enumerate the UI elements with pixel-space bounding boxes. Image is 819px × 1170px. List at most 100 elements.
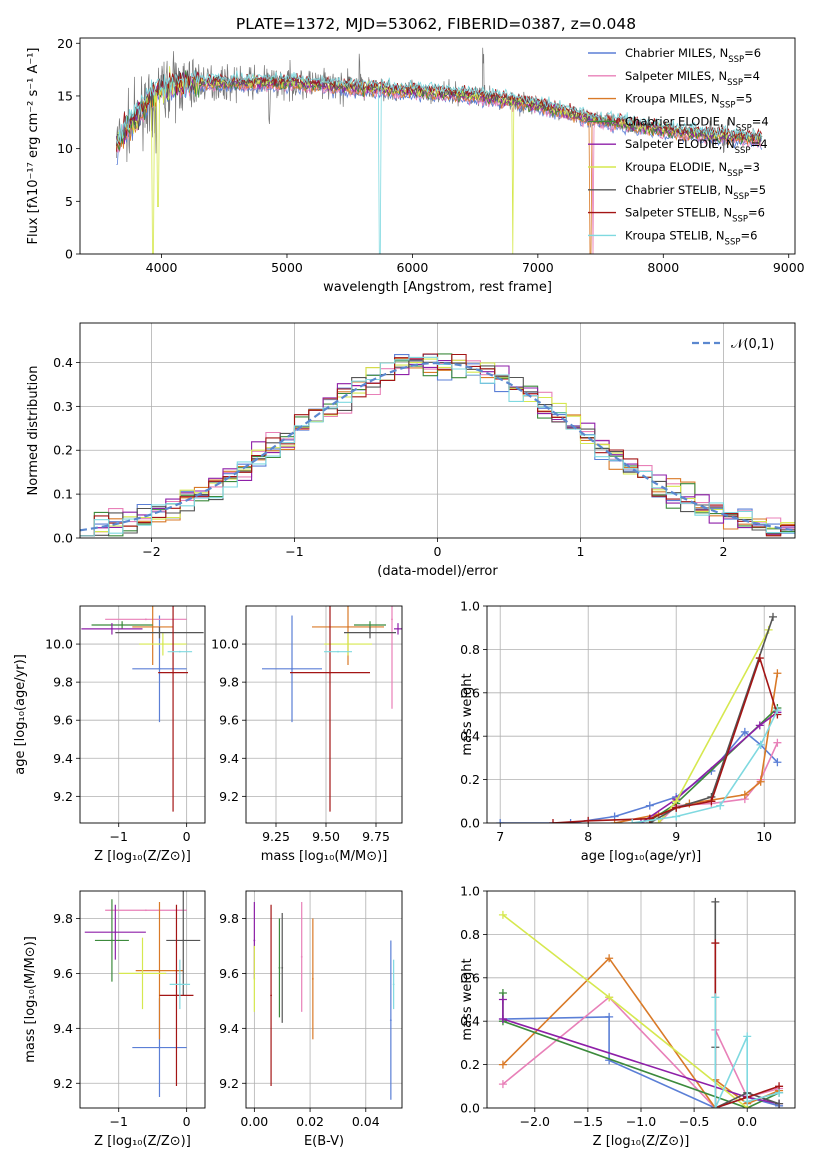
y-tick-label: 0.0	[53, 531, 73, 546]
x-tick-label: 9.50	[312, 829, 340, 844]
y-tick-label: 1.0	[460, 884, 480, 899]
data-marker	[654, 819, 663, 823]
data-marker	[775, 1099, 784, 1108]
y-tick-label: 0.1	[53, 487, 73, 502]
x-tick-label: 8000	[647, 260, 679, 275]
data-point	[178, 983, 181, 986]
x-tick-label: 2	[720, 544, 728, 559]
x-tick-label: 0.0	[737, 1114, 757, 1129]
data-marker	[498, 1080, 507, 1089]
x-tick-label: −1.0	[626, 1114, 656, 1129]
y-tick-label: 9.8	[219, 675, 239, 690]
y-tick-label: 9.4	[219, 751, 239, 766]
y-axis-label: mass weight	[460, 673, 475, 755]
data-marker	[740, 790, 749, 799]
y-tick-label: 0.2	[460, 1057, 480, 1072]
histogram-frame	[79, 322, 796, 539]
mass-weight-vs-z-frame	[486, 890, 796, 1109]
data-marker	[711, 993, 720, 1002]
model-spectrum-line	[116, 70, 762, 254]
data-point	[144, 618, 147, 621]
y-tick-label: 0.0	[460, 816, 480, 831]
y-tick-label: 0.8	[460, 927, 480, 942]
data-marker	[605, 1012, 614, 1021]
x-tick-label: −1.5	[573, 1114, 603, 1129]
y-tick-label: 0.4	[53, 355, 73, 370]
data-marker	[584, 816, 593, 823]
data-point	[253, 939, 256, 942]
data-marker	[773, 669, 782, 678]
data-marker	[628, 819, 637, 823]
data-point	[392, 983, 395, 986]
data-marker	[755, 721, 764, 730]
x-tick-label: 4000	[146, 260, 178, 275]
data-marker	[716, 801, 725, 810]
mass-weight-vs-age-plot-area	[487, 606, 795, 823]
data-marker	[756, 777, 765, 786]
mass-vs-z-frame	[79, 890, 206, 1109]
data-point	[300, 956, 303, 958]
data-point	[158, 969, 161, 972]
data-point	[111, 627, 113, 630]
mass-vs-z-plot-area	[80, 891, 205, 1108]
data-point	[291, 667, 293, 670]
data-point	[158, 631, 161, 634]
x-tick-label: 9.75	[362, 829, 390, 844]
figure-title: PLATE=1372, MJD=53062, FIBERID=0387, z=0…	[236, 15, 636, 33]
y-tick-label: 9.2	[219, 789, 239, 804]
data-marker	[498, 1060, 507, 1069]
x-tick-label: −1	[110, 1114, 128, 1129]
series-line	[502, 999, 780, 1105]
data-point	[311, 977, 314, 980]
normal-reference-curve	[80, 361, 795, 532]
x-tick-label: 9	[672, 829, 680, 844]
data-marker	[769, 612, 777, 621]
data-marker	[549, 819, 557, 823]
x-tick-label: 0.04	[352, 1114, 380, 1129]
y-tick-label: 9.2	[219, 1076, 239, 1091]
y-tick-label: 9.2	[53, 789, 73, 804]
data-marker	[743, 1097, 752, 1106]
data-marker	[498, 910, 507, 919]
mass-vs-ebv-plot-area	[246, 891, 402, 1108]
mass-weight-vs-age-frame	[486, 605, 796, 824]
data-point	[347, 626, 349, 628]
x-tick-label: 0.02	[296, 1114, 324, 1129]
x-tick-label: 0	[434, 544, 442, 559]
data-point	[178, 650, 181, 653]
x-axis-label: Z [log₁₀(Z/Z⊙)]	[94, 849, 191, 864]
x-tick-label: −1	[110, 829, 128, 844]
data-marker	[672, 812, 681, 821]
y-tick-label: 9.8	[219, 911, 239, 926]
x-tick-label: −0.5	[679, 1114, 709, 1129]
x-tick-label: −2	[142, 544, 160, 559]
x-tick-label: 10	[756, 829, 772, 844]
y-tick-label: 9.2	[53, 1076, 73, 1091]
y-tick-label: 1.0	[460, 599, 480, 614]
x-axis-label: wavelength [Angstrom, rest frame]	[323, 280, 552, 295]
data-marker	[743, 1032, 752, 1041]
data-point	[175, 994, 178, 997]
y-tick-label: 0.0	[460, 1101, 480, 1116]
y-axis-label: mass [log₁₀(M/M⊙)]	[23, 936, 38, 1063]
data-point	[347, 643, 349, 645]
data-point	[329, 671, 331, 674]
data-marker	[756, 740, 765, 749]
spectrum-frame	[79, 37, 796, 255]
y-tick-label: 10	[57, 141, 73, 156]
data-marker	[755, 654, 764, 663]
x-tick-label: 7	[496, 829, 504, 844]
x-tick-label: −2.0	[520, 1114, 550, 1129]
legend-entry: 𝒩(0,1)	[731, 337, 774, 352]
data-point	[121, 624, 124, 626]
series-line	[649, 616, 774, 823]
y-tick-label: 9.6	[219, 966, 239, 981]
data-point	[114, 931, 117, 934]
y-tick-label: 20	[57, 36, 73, 51]
data-marker	[740, 727, 749, 736]
y-tick-label: 5	[65, 194, 73, 209]
data-point	[253, 977, 256, 980]
x-tick-label: 8	[584, 829, 592, 844]
y-tick-label: 9.6	[53, 966, 73, 981]
x-tick-label: 9000	[773, 260, 805, 275]
